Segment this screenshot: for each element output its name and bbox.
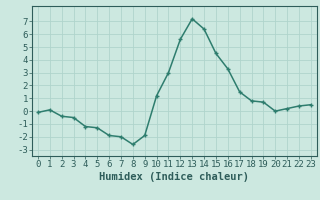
X-axis label: Humidex (Indice chaleur): Humidex (Indice chaleur) xyxy=(100,172,249,182)
